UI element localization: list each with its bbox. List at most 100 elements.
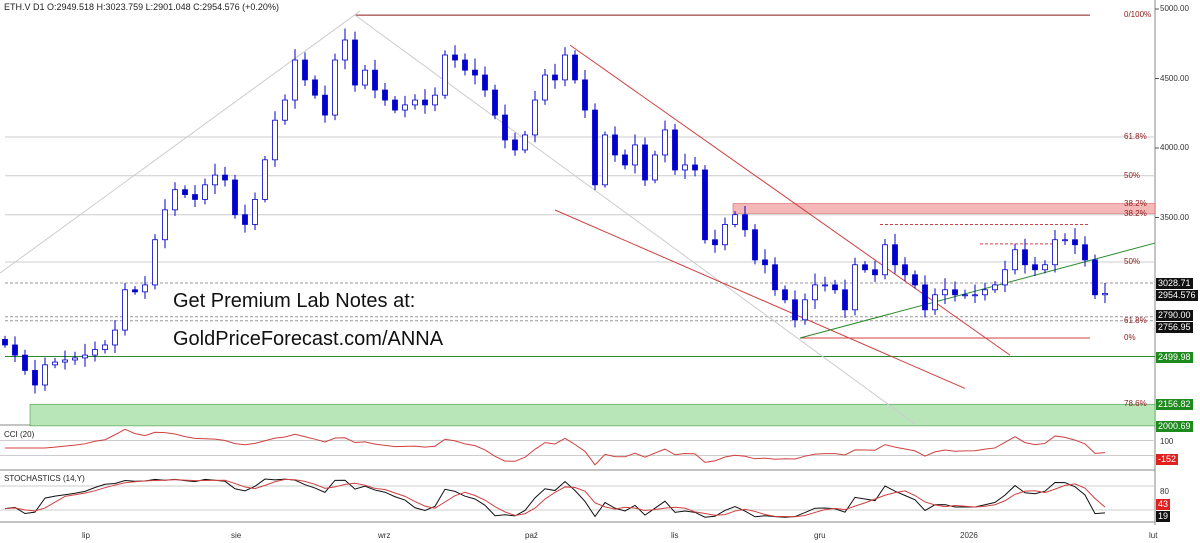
candle-body: [202, 184, 208, 200]
candle-body: [632, 144, 638, 166]
fib-label: 50%: [1124, 170, 1141, 180]
candle-body: [32, 369, 38, 386]
stoch-level: 80: [1160, 487, 1169, 496]
candle-body: [592, 109, 598, 186]
candle-body: [802, 299, 808, 321]
candle-body: [842, 289, 848, 311]
candle-body: [262, 159, 268, 200]
candle-body: [872, 269, 878, 276]
candle-body: [1002, 269, 1008, 286]
candle-body: [742, 214, 748, 231]
candle-body: [812, 284, 818, 301]
candle-body: [532, 99, 538, 136]
candle-body: [1102, 292, 1108, 296]
candle-body: [1032, 264, 1038, 271]
candle-body: [232, 179, 238, 216]
candle-body: [952, 289, 958, 296]
candle-body: [562, 54, 568, 81]
y-tick-label: 4000.00: [1160, 143, 1189, 152]
fib-label: 0%: [1124, 333, 1136, 342]
fib-label: 38.2%: [1124, 198, 1147, 208]
candle-body: [472, 69, 478, 76]
stoch-k-line: [4, 478, 1106, 518]
candle-body: [152, 239, 158, 286]
candle-body: [422, 99, 428, 106]
candle-body: [972, 294, 978, 297]
candle-body: [862, 264, 868, 271]
candle-body: [962, 294, 968, 297]
candle-body: [992, 284, 998, 291]
candle-body: [442, 54, 448, 96]
fib-label: 0/100%: [1124, 10, 1152, 20]
y-tick-label: 3500.00: [1160, 212, 1189, 222]
candle-body: [42, 364, 48, 386]
candle-body: [342, 39, 348, 61]
price-label: 3028.71: [1156, 277, 1193, 289]
candle-body: [752, 229, 758, 261]
candle-body: [1062, 239, 1068, 242]
y-tick-label: 4500.00: [1160, 73, 1189, 83]
candle-body: [582, 79, 588, 111]
price-label: 2954.576: [1156, 290, 1198, 302]
candle-body: [92, 349, 98, 356]
candle-body: [602, 134, 608, 186]
candle-body: [552, 74, 558, 81]
candle-body: [1052, 239, 1058, 266]
fib-label: 78.6%: [1124, 399, 1147, 409]
price-label: 2000.69: [1156, 421, 1193, 432]
candle-body: [522, 134, 528, 151]
candle-body: [322, 94, 328, 116]
fib-label: 38.2%: [1124, 208, 1147, 218]
candle-body: [212, 174, 218, 186]
stoch-d-last: 19: [1156, 511, 1171, 522]
candle-body: [662, 129, 668, 156]
candle-body: [492, 89, 498, 116]
promo-link[interactable]: GoldPriceForecast.com/ANNA: [173, 328, 444, 350]
candle-body: [132, 289, 138, 293]
candle-body: [142, 284, 148, 293]
x-tick-label: lut: [1149, 531, 1158, 540]
trendline: [569, 44, 1011, 356]
fib-label: 61.8%: [1124, 315, 1147, 325]
candle-body: [62, 359, 68, 363]
candle-body: [852, 264, 858, 311]
candle-body: [242, 214, 248, 225]
candle-body: [1092, 259, 1098, 296]
candle-body: [72, 357, 78, 361]
candle-body: [702, 169, 708, 241]
candle-body: [892, 244, 898, 266]
stoch-d-line: [4, 478, 1106, 518]
candle-body: [642, 144, 648, 181]
candle-body: [462, 59, 468, 71]
candle-body: [1022, 249, 1028, 266]
candle-body: [392, 99, 398, 111]
candle-body: [12, 344, 18, 356]
candle-body: [482, 74, 488, 91]
candle-body: [2, 339, 8, 346]
candle-body: [1082, 244, 1088, 261]
price-label: 2156.82: [1156, 399, 1193, 411]
candle-body: [512, 139, 518, 151]
candle-body: [52, 361, 58, 366]
candle-body: [682, 164, 688, 171]
x-tick-label: gru: [814, 531, 826, 540]
ohlc-header: ETH.V D1 O:2949.518 H:3023.759 L:2901.04…: [4, 2, 279, 12]
candle-body: [372, 69, 378, 91]
stoch-label: STOCHASTICS (14,Y): [4, 474, 85, 483]
candle-body: [292, 59, 298, 101]
candle-body: [432, 94, 438, 106]
x-tick-label: lip: [82, 531, 91, 540]
cci-label: CCI (20): [4, 430, 35, 439]
candle-body: [22, 354, 28, 371]
candle-body: [882, 244, 888, 276]
candle-body: [762, 259, 768, 266]
candle-body: [362, 69, 368, 86]
candle-body: [942, 289, 948, 296]
trendline: [799, 242, 1156, 339]
candle-body: [692, 164, 698, 171]
candle-body: [622, 154, 628, 166]
candle-body: [712, 239, 718, 246]
cci-line: [5, 428, 1106, 466]
candle-body: [542, 74, 548, 101]
